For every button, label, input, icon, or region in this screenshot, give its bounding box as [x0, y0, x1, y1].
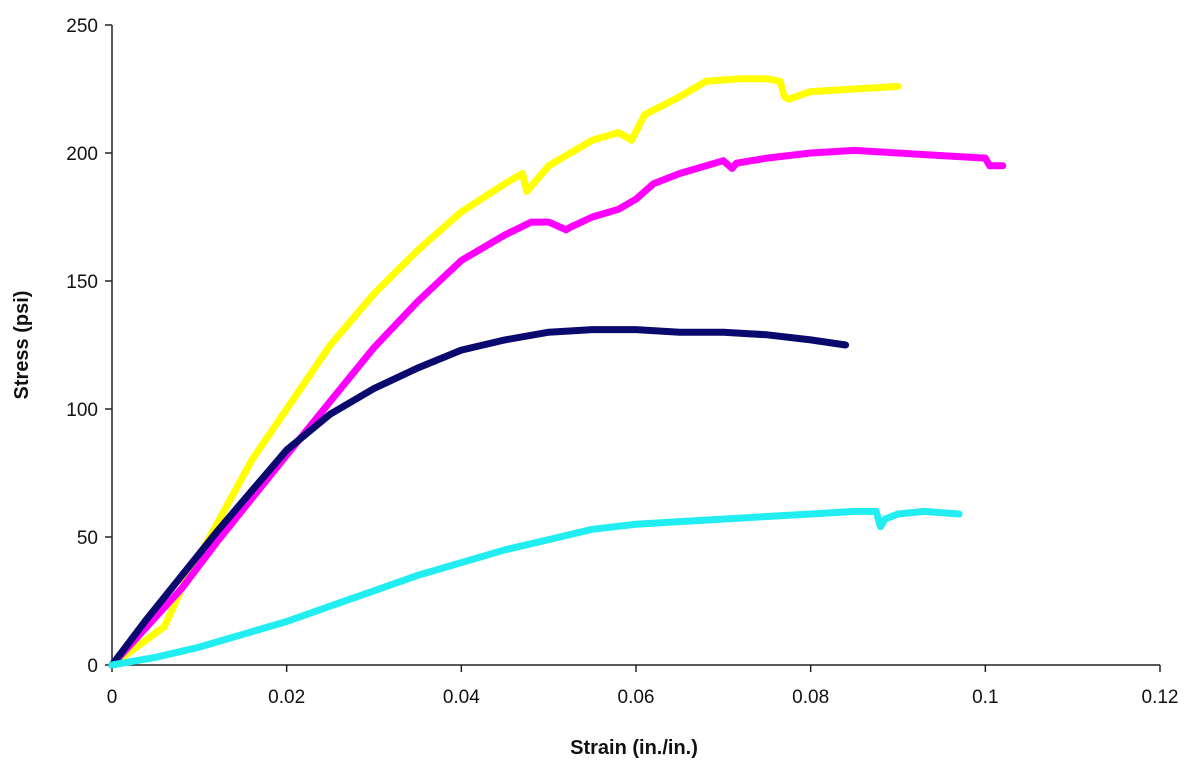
y-tick-label: 100	[66, 400, 98, 421]
plot-area: 0 50 100 150 200 250 0 0.02 0.04 0.06 0.08 0.1 0.12	[66, 16, 1178, 708]
y-ticks: 0 50 100 150 200 250	[66, 16, 112, 677]
y-tick-label: 0	[87, 656, 98, 677]
x-tick-label: 0.02	[268, 687, 305, 708]
x-tick-label: 0.1	[972, 687, 998, 708]
y-tick-label: 200	[66, 144, 98, 165]
y-axis-title: Stress (psi)	[11, 291, 33, 400]
series-line-4	[108, 507, 963, 669]
series-group	[108, 75, 1007, 669]
x-ticks: 0 0.02 0.04 0.06 0.08 0.1 0.12	[107, 665, 1179, 708]
y-tick-label: 150	[66, 272, 98, 293]
x-tick-label: 0.06	[618, 687, 655, 708]
series-line-3	[108, 326, 850, 669]
x-tick-label: 0.12	[1142, 687, 1179, 708]
x-tick-label: 0	[107, 687, 118, 708]
x-axis-title: Strain (in./in.)	[570, 737, 698, 759]
x-tick-label: 0.04	[443, 687, 480, 708]
y-tick-label: 250	[66, 16, 98, 37]
x-tick-label: 0.08	[792, 687, 829, 708]
y-tick-label: 50	[77, 528, 98, 549]
series-line-1	[108, 75, 902, 669]
series-line-2	[108, 146, 1007, 669]
